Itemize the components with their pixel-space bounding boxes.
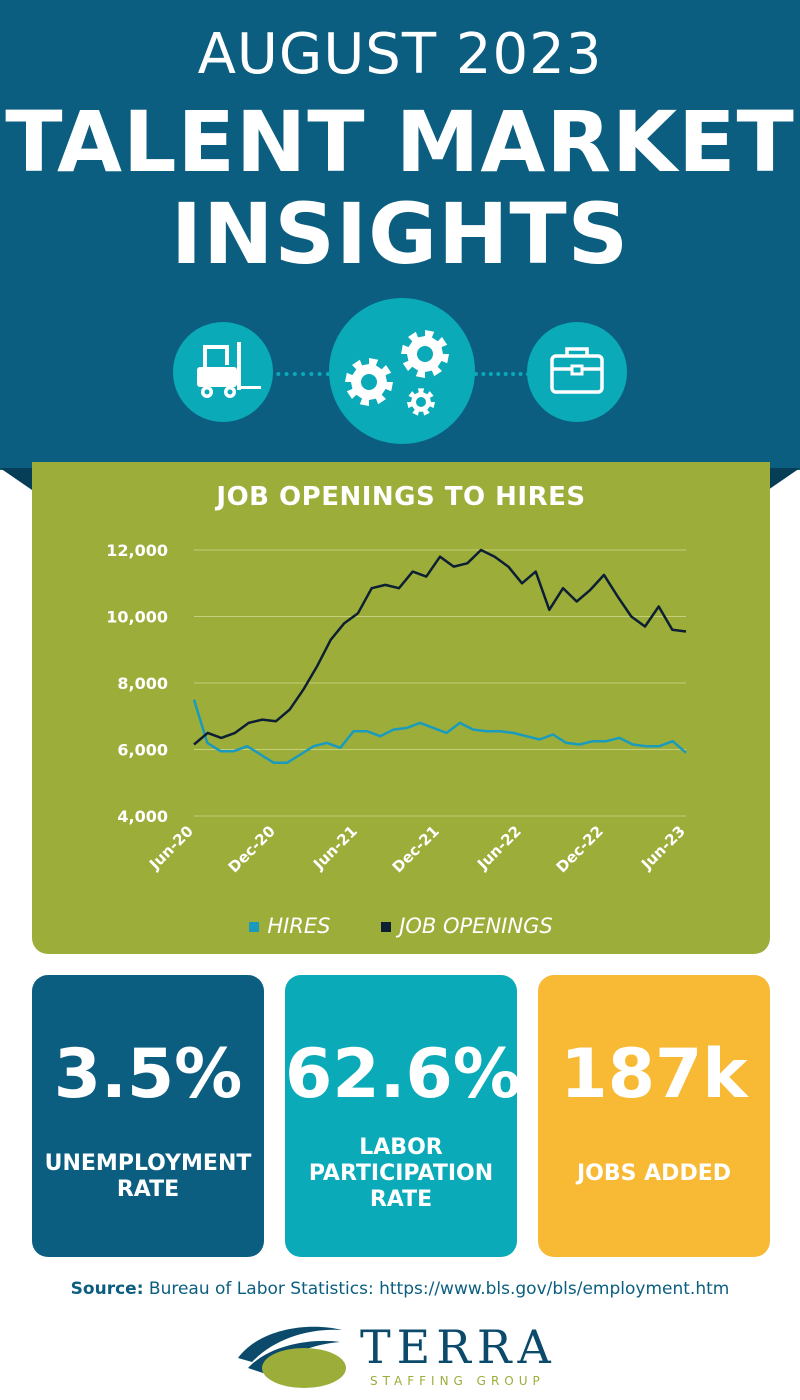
stat-label-line: RATE <box>116 1177 180 1202</box>
stat-label: JOBS ADDED <box>538 1161 770 1187</box>
chart-title: JOB OPENINGS TO HIRES <box>216 482 586 512</box>
stat-label-line: RATE <box>369 1187 433 1212</box>
x-tick-label: Jun-20 <box>145 822 197 874</box>
legend-label-job-openings: JOB OPENINGS <box>399 914 553 938</box>
legend-label-hires: HIRES <box>267 914 331 938</box>
legend-item-job-openings: JOB OPENINGS <box>381 914 553 938</box>
x-tick-label: Dec-22 <box>553 822 607 876</box>
page-title: TALENT MARKET INSIGHTS <box>0 96 800 280</box>
gears-icon <box>329 298 475 444</box>
x-tick-label: Jun-22 <box>473 822 525 874</box>
x-tick-label: Jun-23 <box>637 822 689 874</box>
x-tick-label: Dec-21 <box>389 822 443 876</box>
stat-label-line: PARTICIPATION <box>308 1161 494 1186</box>
stat-value: 62.6% <box>285 1035 521 1114</box>
y-tick-label: 8,000 <box>117 674 168 693</box>
header-banner: AUGUST 2023 TALENT MARKET INSIGHTS <box>0 0 800 470</box>
connector-left <box>268 372 330 376</box>
banner-fold-left <box>0 468 32 490</box>
stat-card-unemployment: 3.5% UNEMPLOYMENT RATE <box>32 975 264 1257</box>
stat-value: 187k <box>560 1035 748 1114</box>
stat-label-line: JOBS ADDED <box>577 1161 731 1186</box>
forklift-icon <box>173 322 273 422</box>
legend-swatch-hires <box>249 922 260 932</box>
series-line-job-openings <box>193 548 687 746</box>
y-tick-label: 10,000 <box>106 608 168 627</box>
stat-card-jobs-added: 187k JOBS ADDED <box>538 975 770 1257</box>
logo-name: TERRA <box>360 1320 557 1374</box>
stat-label: LABOR PARTICIPATION RATE <box>285 1135 517 1213</box>
title-line-1: TALENT MARKET <box>5 93 795 191</box>
source-text: Bureau of Labor Statistics: https://www.… <box>143 1279 730 1299</box>
connector-right <box>474 372 530 376</box>
stat-label: UNEMPLOYMENT RATE <box>32 1151 264 1203</box>
title-line-2: INSIGHTS <box>170 185 630 283</box>
report-month: AUGUST 2023 <box>197 22 603 87</box>
source-label: Source: <box>70 1279 144 1299</box>
y-tick-label: 12,000 <box>106 541 168 560</box>
x-tick-label: Dec-20 <box>225 822 279 876</box>
logo-mark-icon <box>238 1326 346 1388</box>
banner-fold-right <box>768 468 800 490</box>
y-tick-label: 6,000 <box>117 741 168 760</box>
logo-tagline: STAFFING GROUP <box>370 1374 545 1388</box>
briefcase-icon <box>527 322 627 422</box>
legend-item-hires: HIRES <box>249 914 331 938</box>
chart-card: JOB OPENINGS TO HIRES 12,000 10,000 8,000 6… <box>32 462 770 954</box>
legend-swatch-job-openings <box>381 922 392 932</box>
chart-legend: HIRES JOB OPENINGS <box>32 914 770 938</box>
y-tick-label: 4,000 <box>117 807 168 826</box>
stat-label-line: LABOR <box>359 1135 443 1160</box>
stat-label-line: UNEMPLOYMENT <box>44 1151 252 1176</box>
series-line-hires <box>192 699 687 765</box>
stat-card-labor-participation: 62.6% LABOR PARTICIPATION RATE <box>285 975 521 1257</box>
source-citation: Source: Bureau of Labor Statistics: http… <box>0 1279 800 1299</box>
x-tick-label: Jun-21 <box>309 822 361 874</box>
terra-logo: TERRA STAFFING GROUP <box>230 1318 590 1393</box>
stat-value: 3.5% <box>53 1035 243 1114</box>
